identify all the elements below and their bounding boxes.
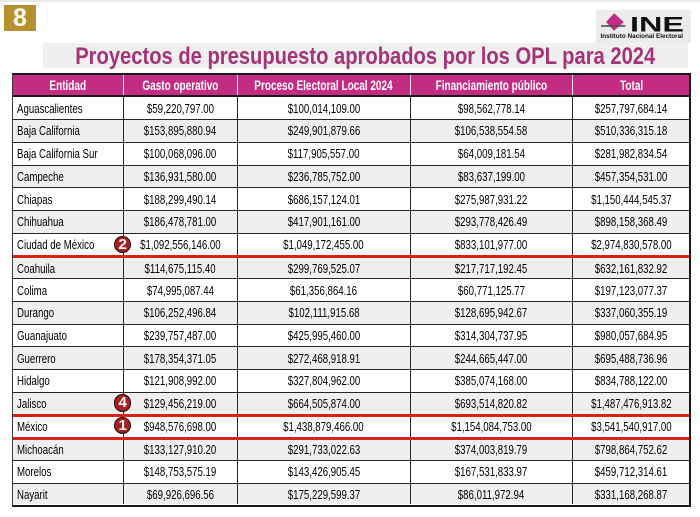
svg-text:Instituto Nacional Electoral: Instituto Nacional Electoral	[601, 33, 684, 40]
svg-text:INE: INE	[630, 13, 684, 37]
